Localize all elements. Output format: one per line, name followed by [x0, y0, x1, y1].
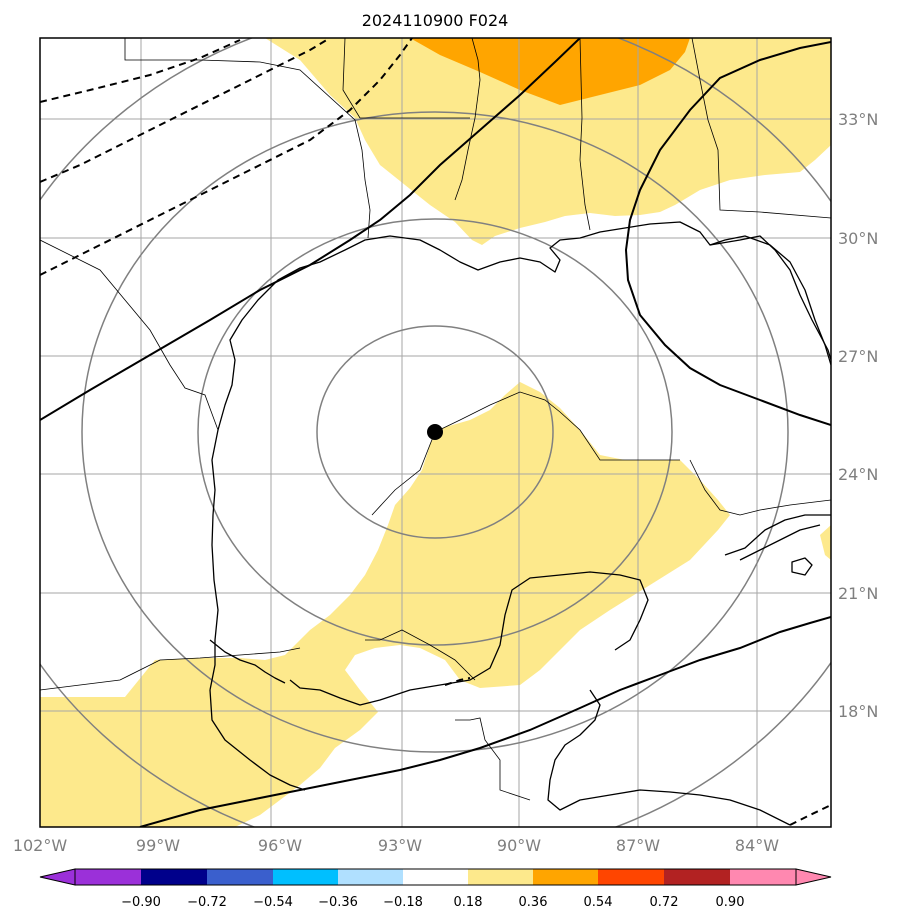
- cuba-coastline: [724, 514, 831, 561]
- lon-tick-labels: 102°W 99°W 96°W 93°W 90°W 87°W 84°W: [13, 836, 779, 855]
- lat-tick-labels: 33°N 30°N 27°N 24°N 21°N 18°N: [838, 110, 878, 721]
- state-border-4: [691, 38, 831, 219]
- dashed-contour-2: [40, 38, 331, 183]
- colorbar-label-9: 0.72: [650, 895, 679, 910]
- range-rings: [40, 38, 831, 827]
- map-frame: [39, 37, 832, 828]
- gulf-thin-contour: [371, 391, 680, 516]
- colorbar-bin-4: [273, 869, 338, 885]
- solid-contour-east: [624, 41, 831, 426]
- mexico-gulf-coastline: [209, 571, 649, 791]
- solid-contour-nw: [40, 38, 581, 421]
- colorbar-frame: [74, 868, 797, 886]
- solid-contour-south: [139, 616, 831, 827]
- north-yellow-region: [265, 38, 831, 245]
- yucatan-border: [365, 629, 476, 681]
- lon-label-96w: 96°W: [258, 836, 302, 855]
- colorbar-bin-2: [141, 869, 207, 885]
- colorbar-bin-1: [75, 869, 141, 885]
- isle-of-youth: [791, 557, 813, 576]
- colorbar-label-3: −0.54: [253, 895, 293, 910]
- dashed-contour-1: [40, 39, 241, 103]
- coastlines: [209, 221, 831, 826]
- colorbar-label-8: 0.54: [584, 895, 613, 910]
- dashed-contours: [40, 38, 831, 826]
- texas-border: [124, 38, 371, 239]
- lon-label-102w: 102°W: [13, 836, 68, 855]
- colorbar: −0.90 −0.72 −0.54 −0.36 −0.18 0.18 0.36 …: [39, 868, 832, 910]
- colorbar-bin-7: [468, 869, 533, 885]
- colorbar-bin-5: [338, 869, 403, 885]
- state-border-1: [342, 38, 470, 119]
- florida-coastline: [709, 235, 831, 361]
- colorbar-extend-low: [39, 868, 76, 886]
- lon-label-93w: 93°W: [378, 836, 422, 855]
- shaded-field-layer: [40, 38, 831, 827]
- lon-label-99w: 99°W: [136, 836, 180, 855]
- gulf-thin-contour-2: [689, 459, 831, 516]
- colorbar-bin-11: [730, 869, 796, 885]
- lat-label-33n: 33°N: [838, 110, 878, 129]
- map-panel: [40, 38, 831, 827]
- colorbar-extend-high: [795, 868, 832, 886]
- lat-label-30n: 30°N: [838, 229, 878, 248]
- guatemala-border: [455, 717, 531, 801]
- north-orange-region: [410, 38, 690, 105]
- colorbar-label-5: −0.18: [383, 895, 423, 910]
- lat-label-27n: 27°N: [838, 347, 878, 366]
- lon-label-84w: 84°W: [735, 836, 779, 855]
- colorbar-label-6: 0.18: [454, 895, 483, 910]
- central-america-coast: [547, 689, 791, 826]
- lat-label-24n: 24°N: [838, 465, 878, 484]
- us-mexico-border: [40, 239, 219, 431]
- colorbar-bin-6: [403, 869, 468, 885]
- colorbar-bin-3: [207, 869, 273, 885]
- lon-label-87w: 87°W: [616, 836, 660, 855]
- lon-label-90w: 90°W: [497, 836, 541, 855]
- dashed-contour-4: [444, 677, 471, 686]
- colorbar-label-10: 0.90: [716, 895, 745, 910]
- mexico-inner-coast: [209, 639, 286, 684]
- gulf-yellow-region: [40, 382, 730, 827]
- colorbar-label-4: −0.36: [318, 895, 358, 910]
- solid-contours: [40, 38, 831, 827]
- graticule: [40, 38, 831, 827]
- state-border-3: [579, 38, 591, 231]
- colorbar-bin-8: [533, 869, 598, 885]
- colorbar-label-7: 0.36: [519, 895, 548, 910]
- range-ring-1: [316, 325, 554, 539]
- dashed-contour-5: [789, 804, 831, 826]
- storm-center-marker: [427, 424, 443, 440]
- state-border-2: [454, 38, 481, 201]
- lat-label-18n: 18°N: [838, 702, 878, 721]
- colorbar-bin-10: [664, 869, 730, 885]
- east-yellow-sliver: [820, 525, 831, 560]
- colorbar-bin-9: [598, 869, 664, 885]
- political-borders: [40, 38, 831, 801]
- range-ring-2: [197, 218, 673, 646]
- colorbar-label-1: −0.90: [121, 895, 161, 910]
- mexico-internal-border: [40, 647, 301, 691]
- figure-title: 2024110900 F024: [362, 11, 509, 30]
- dashed-contour-3: [40, 38, 413, 276]
- range-ring-3: [81, 111, 789, 753]
- colorbar-label-2: −0.72: [187, 895, 227, 910]
- lat-label-21n: 21°N: [838, 584, 878, 603]
